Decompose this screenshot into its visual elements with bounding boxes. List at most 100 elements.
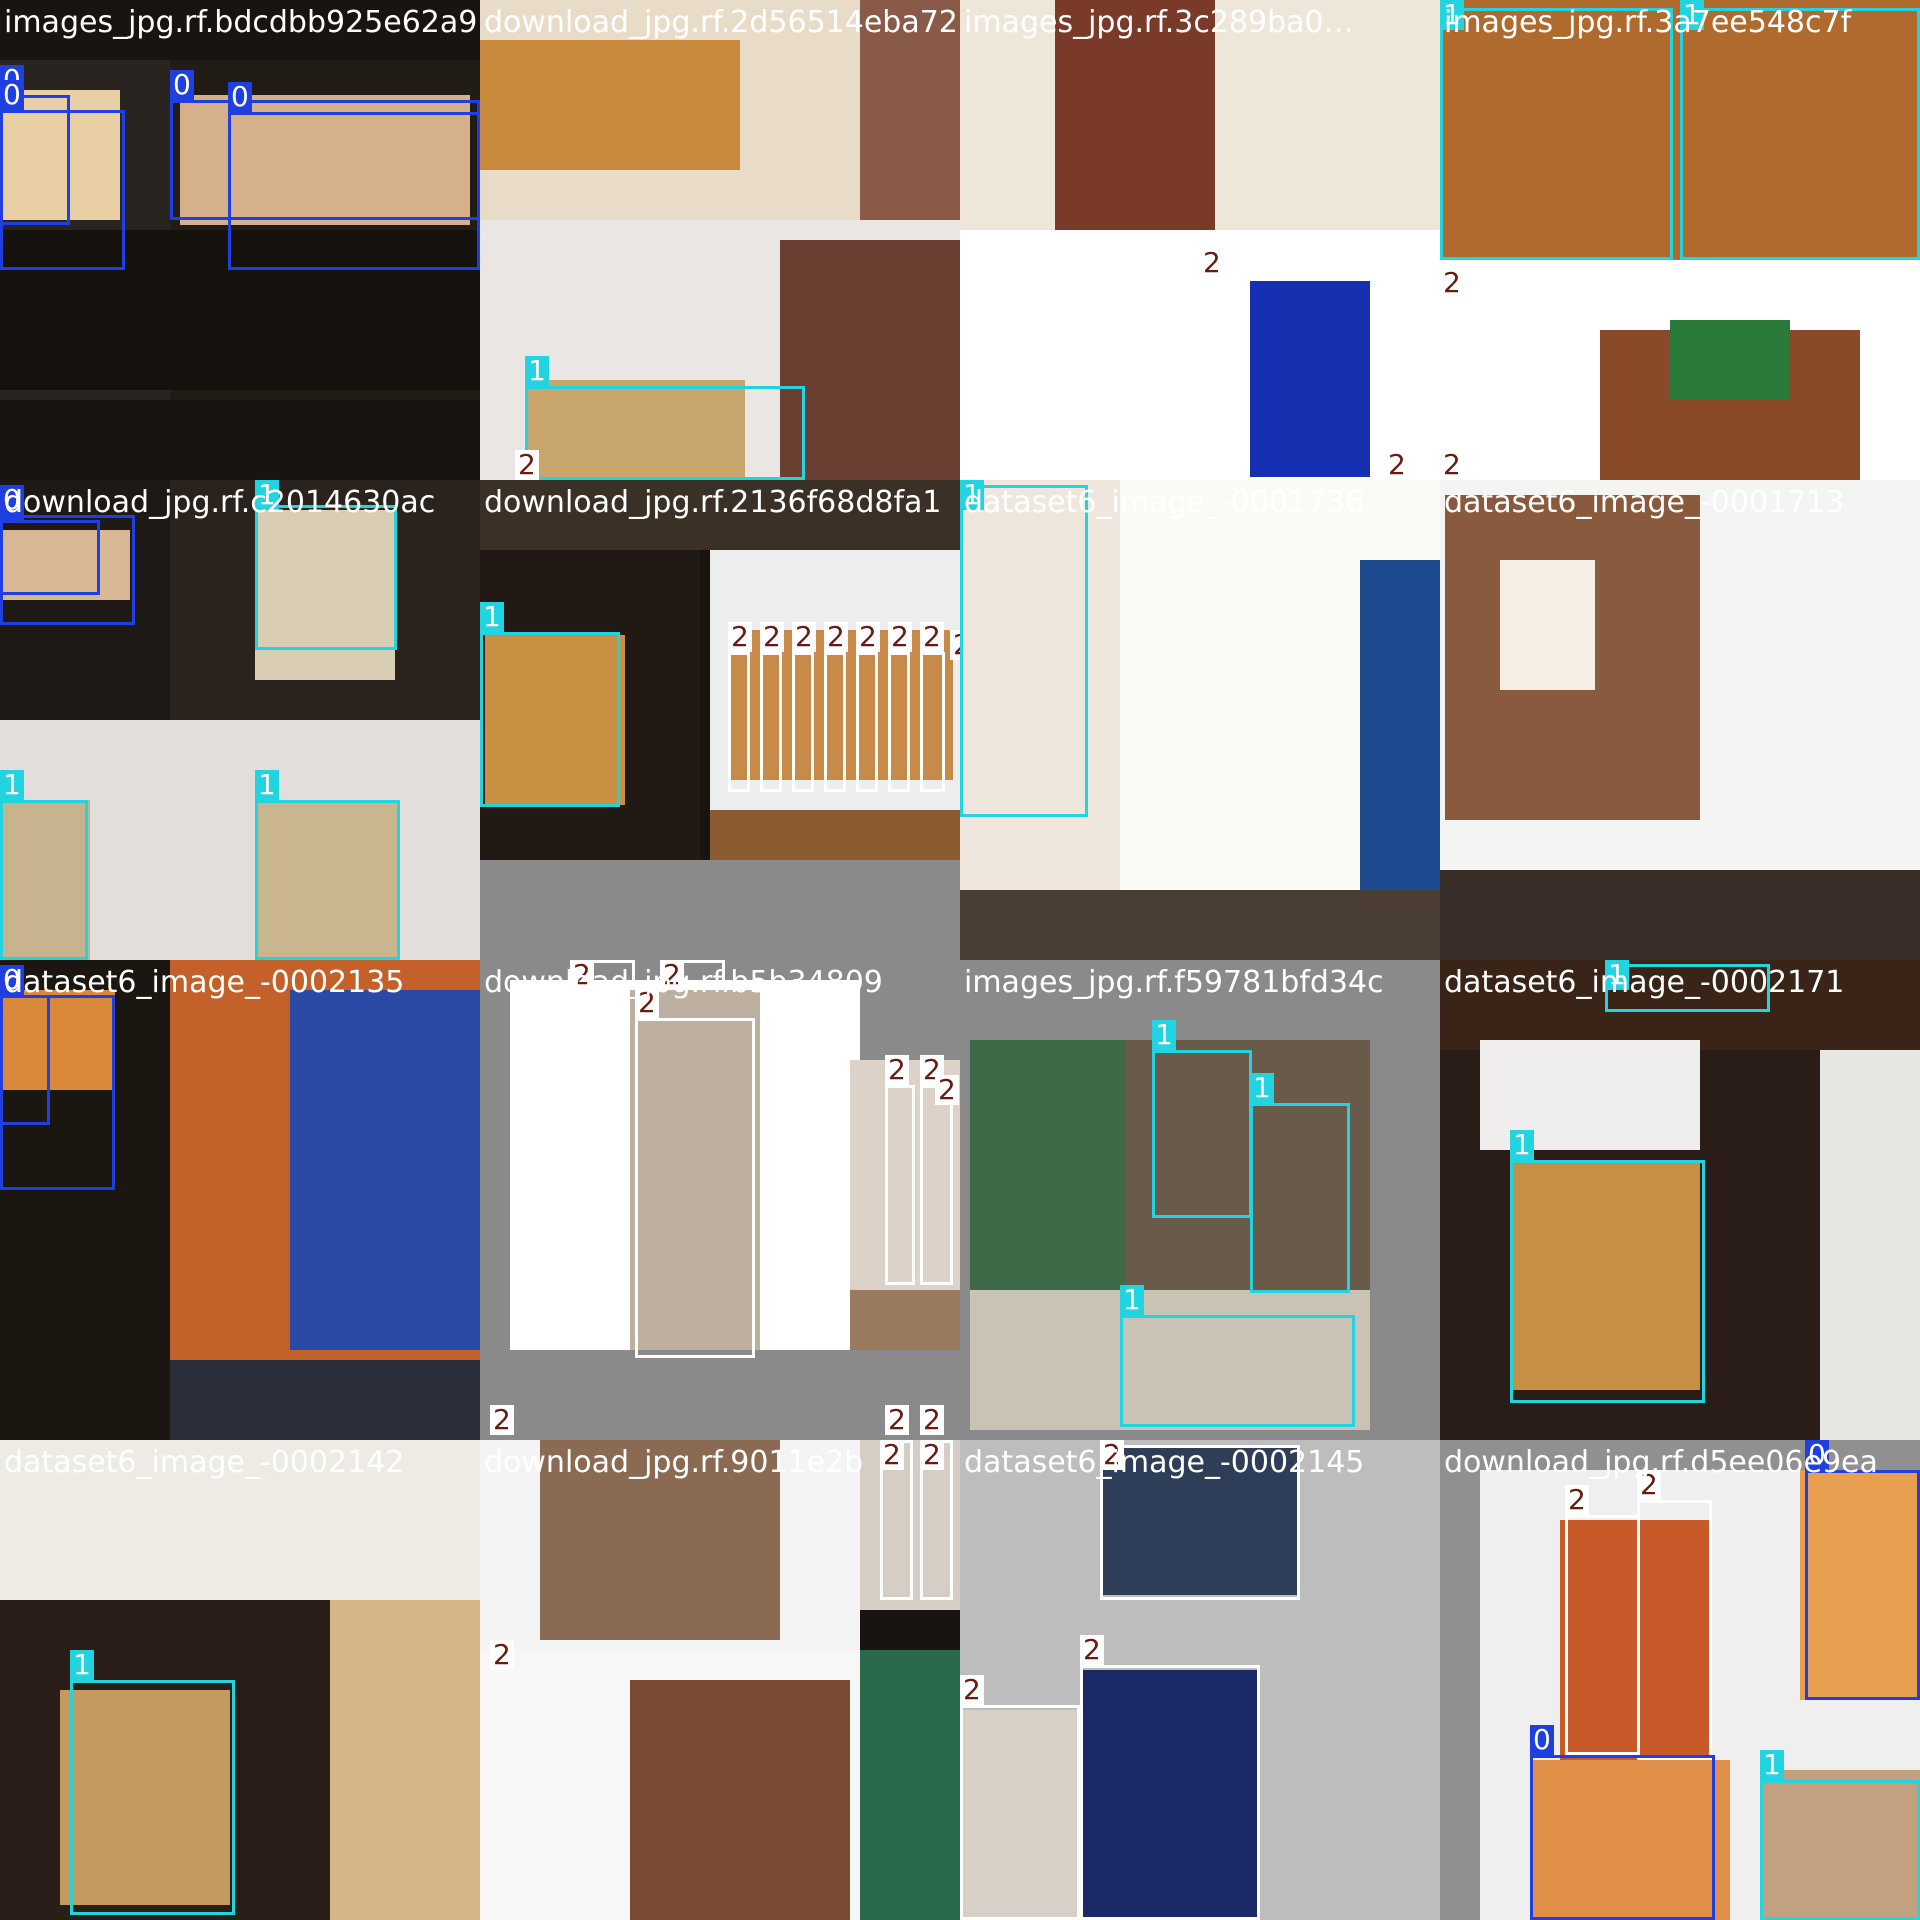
mosaic-tile: 00111download_jpg.rf.c2014630ac xyxy=(0,480,480,960)
photo-region xyxy=(0,530,130,600)
photo-region xyxy=(710,810,960,860)
class-label-2: 2 xyxy=(1440,450,1464,480)
class-label-1: 1 xyxy=(480,602,504,632)
class-label-2: 2 xyxy=(960,1675,984,1705)
photo-region xyxy=(485,635,625,805)
photo-region xyxy=(170,1360,480,1440)
photo-region xyxy=(630,1680,850,1920)
tile-filename: download_jpg.rf.b5b34809 xyxy=(484,965,883,1000)
bounding-box-class-2 xyxy=(1565,1515,1640,1755)
class-label-2: 2 xyxy=(1385,450,1409,480)
mosaic-tile: 1 1 2 2 images_jpg.rf.3a7ee548c7f xyxy=(1440,0,1920,480)
bounding-box-class-1 xyxy=(525,386,805,480)
bounding-box-class-0 xyxy=(228,112,480,270)
photo-region xyxy=(1250,280,1370,480)
photo-region xyxy=(1440,960,1920,1050)
class-label-2: 2 xyxy=(856,622,880,652)
class-label-2: 2 xyxy=(885,1055,909,1085)
photo-region xyxy=(0,1440,480,1600)
photo-region xyxy=(728,630,953,780)
class-label-2: 2 xyxy=(1440,268,1464,298)
class-label-2: 2 xyxy=(728,622,752,652)
class-label-2: 2 xyxy=(935,1075,959,1105)
class-label-1: 1 xyxy=(255,770,279,800)
bounding-box-class-0 xyxy=(0,995,115,1190)
bounding-box-class-1 xyxy=(1510,1160,1705,1403)
photo-region xyxy=(860,0,960,220)
bounding-box-class-1 xyxy=(1250,1103,1350,1293)
photo-region xyxy=(60,1690,230,1905)
class-label-1: 1 xyxy=(1250,1073,1274,1103)
photo-region xyxy=(1760,1770,1920,1920)
bounding-box-class-2 xyxy=(728,652,750,792)
photo-region xyxy=(1055,0,1215,230)
bounding-box-class-2 xyxy=(1200,278,1430,480)
bounding-box-class-1 xyxy=(255,505,397,650)
mosaic-tile: dataset6_image_-0001713 xyxy=(1440,480,1920,960)
tile-filename: images_jpg.rf.3a7ee548c7f xyxy=(1444,5,1852,40)
photo-region xyxy=(1510,1160,1700,1390)
class-label-2: 2 xyxy=(885,1405,909,1435)
photo-region xyxy=(540,1440,780,1640)
mosaic-tile: 2 2 2 download_jpg.rf.9011e2b xyxy=(480,1440,960,1920)
mosaic-tile: 2 2 images_jpg.rf.3c289ba0… xyxy=(960,0,1440,480)
bounding-box-class-2 xyxy=(760,652,782,792)
photo-region xyxy=(1440,870,1920,960)
photo-region xyxy=(290,990,480,1350)
class-label-2: 2 xyxy=(792,622,816,652)
class-label-0: 0 xyxy=(1805,1440,1829,1470)
bounding-box-class-2 xyxy=(824,652,846,792)
class-label-2: 2 xyxy=(920,1405,944,1435)
photo-region xyxy=(780,240,960,480)
photo-region xyxy=(1800,1470,1920,1700)
tile-filename: images_jpg.rf.f59781bfd34c xyxy=(964,965,1384,1000)
class-label-2: 2 xyxy=(760,622,784,652)
class-label-0: 0 xyxy=(0,80,24,110)
class-label-1: 1 xyxy=(960,480,984,510)
bounding-box-class-2 xyxy=(960,1705,1080,1920)
photo-region xyxy=(1080,1670,1260,1920)
photo-region xyxy=(0,230,480,390)
class-label-0: 0 xyxy=(170,70,194,100)
tile-filename: download_jpg.rf.9011e2b xyxy=(484,1445,864,1480)
class-label-2: 2 xyxy=(635,988,659,1018)
class-label-1: 1 xyxy=(1510,1130,1534,1160)
class-label-2: 2 xyxy=(950,630,960,660)
tile-filename: download_jpg.rf.2136f68d8fa1 xyxy=(484,485,942,520)
class-label-0: 0 xyxy=(228,82,252,112)
class-label-1: 1 xyxy=(1120,1285,1144,1315)
tile-filename: dataset6_image_-0002135 xyxy=(4,965,405,1000)
class-label-2: 2 xyxy=(490,1405,514,1435)
mosaic-tile: 1 1 1 images_jpg.rf.f59781bfd34c xyxy=(960,960,1440,1440)
photo-region xyxy=(480,860,960,960)
mosaic-tile: 00dataset6_image_-0002135 xyxy=(0,960,480,1440)
class-label-2: 2 xyxy=(515,450,539,480)
class-label-1: 1 xyxy=(1605,960,1629,990)
bounding-box-class-2 xyxy=(1637,1500,1712,1760)
class-label-1: 1 xyxy=(1760,1750,1784,1780)
tile-filename: images_jpg.rf.3c289ba0… xyxy=(964,5,1354,40)
bounding-box-class-1 xyxy=(1440,8,1673,260)
bounding-box-class-1 xyxy=(70,1680,235,1915)
photo-region xyxy=(1560,1520,1710,1760)
photo-region xyxy=(1125,1040,1370,1290)
class-label-2: 2 xyxy=(1637,1470,1661,1500)
class-label-2: 2 xyxy=(888,622,912,652)
photo-region xyxy=(1820,1050,1920,1440)
mosaic-tile: 1 2 download_jpg.rf.2d56514eba72… xyxy=(480,0,960,480)
class-label-0: 0 xyxy=(0,965,24,995)
tile-filename: download_jpg.rf.2d56514eba72… xyxy=(484,5,960,40)
class-label-2: 2 xyxy=(1100,1440,1124,1470)
class-label-2: 2 xyxy=(824,622,848,652)
photo-region xyxy=(255,800,400,960)
mosaic-tile: 2 2 0 0 1 download_jpg.rf.d5ee06e9ea xyxy=(1440,1440,1920,1920)
tile-filename: download_jpg.rf.d5ee06e9ea xyxy=(1444,1445,1878,1480)
photo-region xyxy=(480,480,960,550)
class-label-2: 2 xyxy=(1080,1635,1104,1665)
bounding-box-class-1 xyxy=(480,632,620,807)
tile-filename: images_jpg.rf.bdcdbb925e62a9bb1b1ebce2d5… xyxy=(4,5,480,40)
class-label-1: 1 xyxy=(1680,0,1704,30)
class-label-0: 0 xyxy=(0,485,24,515)
photo-region xyxy=(960,890,1440,960)
tile-filename: dataset6_image_-0001736 xyxy=(964,485,1365,520)
